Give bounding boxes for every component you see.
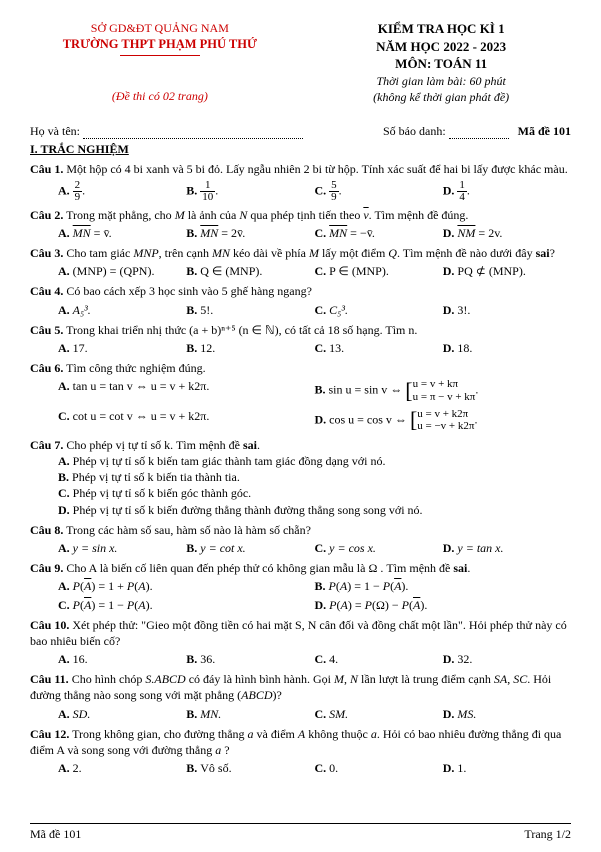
department: SỞ GD&ĐT QUẢNG NAM — [30, 20, 290, 36]
question-1: Câu 1. Một hộp có 4 bi xanh và 5 bi đỏ. … — [30, 161, 571, 202]
exam-exclude: (không kể thời gian phát đề) — [311, 89, 571, 105]
question-8: Câu 8. Trong các hàm số sau, hàm số nào … — [30, 522, 571, 556]
exam-duration: Thời gian làm bài: 60 phút — [311, 73, 571, 89]
name-dots — [83, 128, 303, 139]
question-6: Câu 6. Tìm công thức nghiệm đúng. A. tan… — [30, 360, 571, 433]
question-10: Câu 10. Xét phép thử: "Gieo một đồng tiề… — [30, 617, 571, 668]
exam-block: KIỂM TRA HỌC KÌ 1 NĂM HỌC 2022 - 2023 MÔ… — [311, 20, 571, 105]
question-11: Câu 11. Cho hình chóp S.ABCD có đáy là h… — [30, 671, 571, 722]
name-field: Họ và tên: — [30, 123, 303, 139]
question-2: Câu 2. Trong mặt phẳng, cho M là ảnh của… — [30, 207, 571, 241]
question-7: Câu 7. Cho phép vị tự tỉ số k. Tìm mệnh … — [30, 437, 571, 518]
footer: Mã đề 101 Trang 1/2 — [30, 823, 571, 842]
sbd-dots — [449, 128, 509, 139]
question-3: Câu 3. Cho tam giác MNP, trên cạnh MN ké… — [30, 245, 571, 279]
question-12: Câu 12. Trong không gian, cho đường thẳn… — [30, 726, 571, 777]
q3-choices: A. (MNP) = (QPN). B. Q ∈ (MNP). C. P ∈ (… — [58, 263, 571, 279]
footer-right: Trang 1/2 — [524, 826, 571, 842]
exam-subject: MÔN: TOÁN 11 — [311, 55, 571, 73]
q2-choices: A. MN = v̄. B. MN = 2v̄. C. MN = −v̄. D.… — [58, 225, 571, 241]
exam-year: NĂM HỌC 2022 - 2023 — [311, 38, 571, 56]
sbd-made: Số báo danh: Mã đề 101 — [383, 123, 571, 139]
pages-note: (Đề thi có 02 trang) — [30, 88, 290, 104]
section-title: I. TRẮC NGHIỆM — [30, 141, 571, 157]
question-5: Câu 5. Trong khai triển nhị thức (a + b)… — [30, 322, 571, 356]
exam-title: KIỂM TRA HỌC KÌ 1 — [311, 20, 571, 38]
school-block: SỞ GD&ĐT QUẢNG NAM TRƯỜNG THPT PHẠM PHÚ … — [30, 20, 290, 105]
footer-left: Mã đề 101 — [30, 826, 81, 842]
student-info-row: Họ và tên: Số báo danh: Mã đề 101 — [30, 123, 571, 139]
exam-page: SỞ GD&ĐT QUẢNG NAM TRƯỜNG THPT PHẠM PHÚ … — [0, 0, 601, 852]
header-row: SỞ GD&ĐT QUẢNG NAM TRƯỜNG THPT PHẠM PHÚ … — [30, 20, 571, 105]
q1-choices: A. 29. B. 110. C. 59. D. 14. — [58, 180, 571, 203]
question-9: Câu 9. Cho A là biến cố liên quan đến ph… — [30, 560, 571, 613]
school-name: TRƯỜNG THPT PHẠM PHÚ THỨ — [30, 36, 290, 53]
made-label: Mã đề 101 — [518, 124, 571, 138]
question-4: Câu 4. Có bao cách xếp 3 học sinh vào 5 … — [30, 283, 571, 317]
